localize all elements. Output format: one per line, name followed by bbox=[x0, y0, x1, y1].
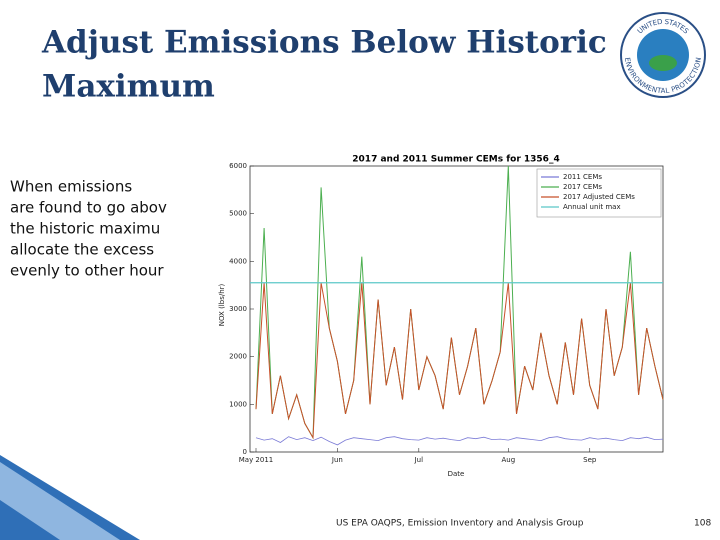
y-tick-label: 0 bbox=[243, 448, 247, 456]
x-tick-label: May 2011 bbox=[239, 456, 274, 464]
legend-label: 2011 CEMs bbox=[563, 173, 602, 181]
x-tick-label: Jul bbox=[414, 456, 424, 464]
chart-title: 2017 and 2011 Summer CEMs for 1356_4 bbox=[352, 155, 559, 165]
body-text: the historic maximu bbox=[10, 220, 160, 238]
y-tick-label: 4000 bbox=[229, 257, 247, 265]
slide-title: Adjust Emissions Below Historic bbox=[41, 25, 607, 61]
x-tick-label: Jun bbox=[331, 456, 343, 464]
data-line bbox=[255, 282, 664, 440]
y-tick-label: 2000 bbox=[229, 353, 247, 361]
legend-label: 2017 CEMs bbox=[563, 183, 602, 191]
body-text: allocate the excess bbox=[10, 241, 154, 259]
y-tick-label: 6000 bbox=[229, 162, 247, 170]
body-text: evenly to other hour bbox=[10, 262, 164, 280]
legend-label: Annual unit max bbox=[563, 203, 621, 211]
legend-label: 2017 Adjusted CEMs bbox=[563, 193, 635, 201]
y-tick-label: 3000 bbox=[229, 305, 247, 313]
y-tick-label: 1000 bbox=[229, 400, 247, 408]
x-tick-label: Aug bbox=[502, 456, 516, 464]
logo: UNITED STATES ENVIRONMENTAL PROTECTION bbox=[620, 12, 706, 98]
slide-title: Maximum bbox=[42, 69, 215, 105]
decoration bbox=[0, 462, 120, 540]
x-tick-label: Sep bbox=[583, 456, 597, 464]
y-tick-label: 5000 bbox=[229, 210, 247, 218]
body-text: When emissions bbox=[10, 178, 132, 196]
footer: US EPA OAQPS, Emission Inventory and Ana… bbox=[336, 519, 584, 529]
page-number: 108 bbox=[694, 519, 711, 529]
y-axis-label: NOX (lbs/hr) bbox=[218, 283, 226, 326]
x-axis-label: Date bbox=[448, 470, 465, 478]
body-text: are found to go abov bbox=[10, 199, 167, 217]
data-line bbox=[255, 436, 664, 446]
